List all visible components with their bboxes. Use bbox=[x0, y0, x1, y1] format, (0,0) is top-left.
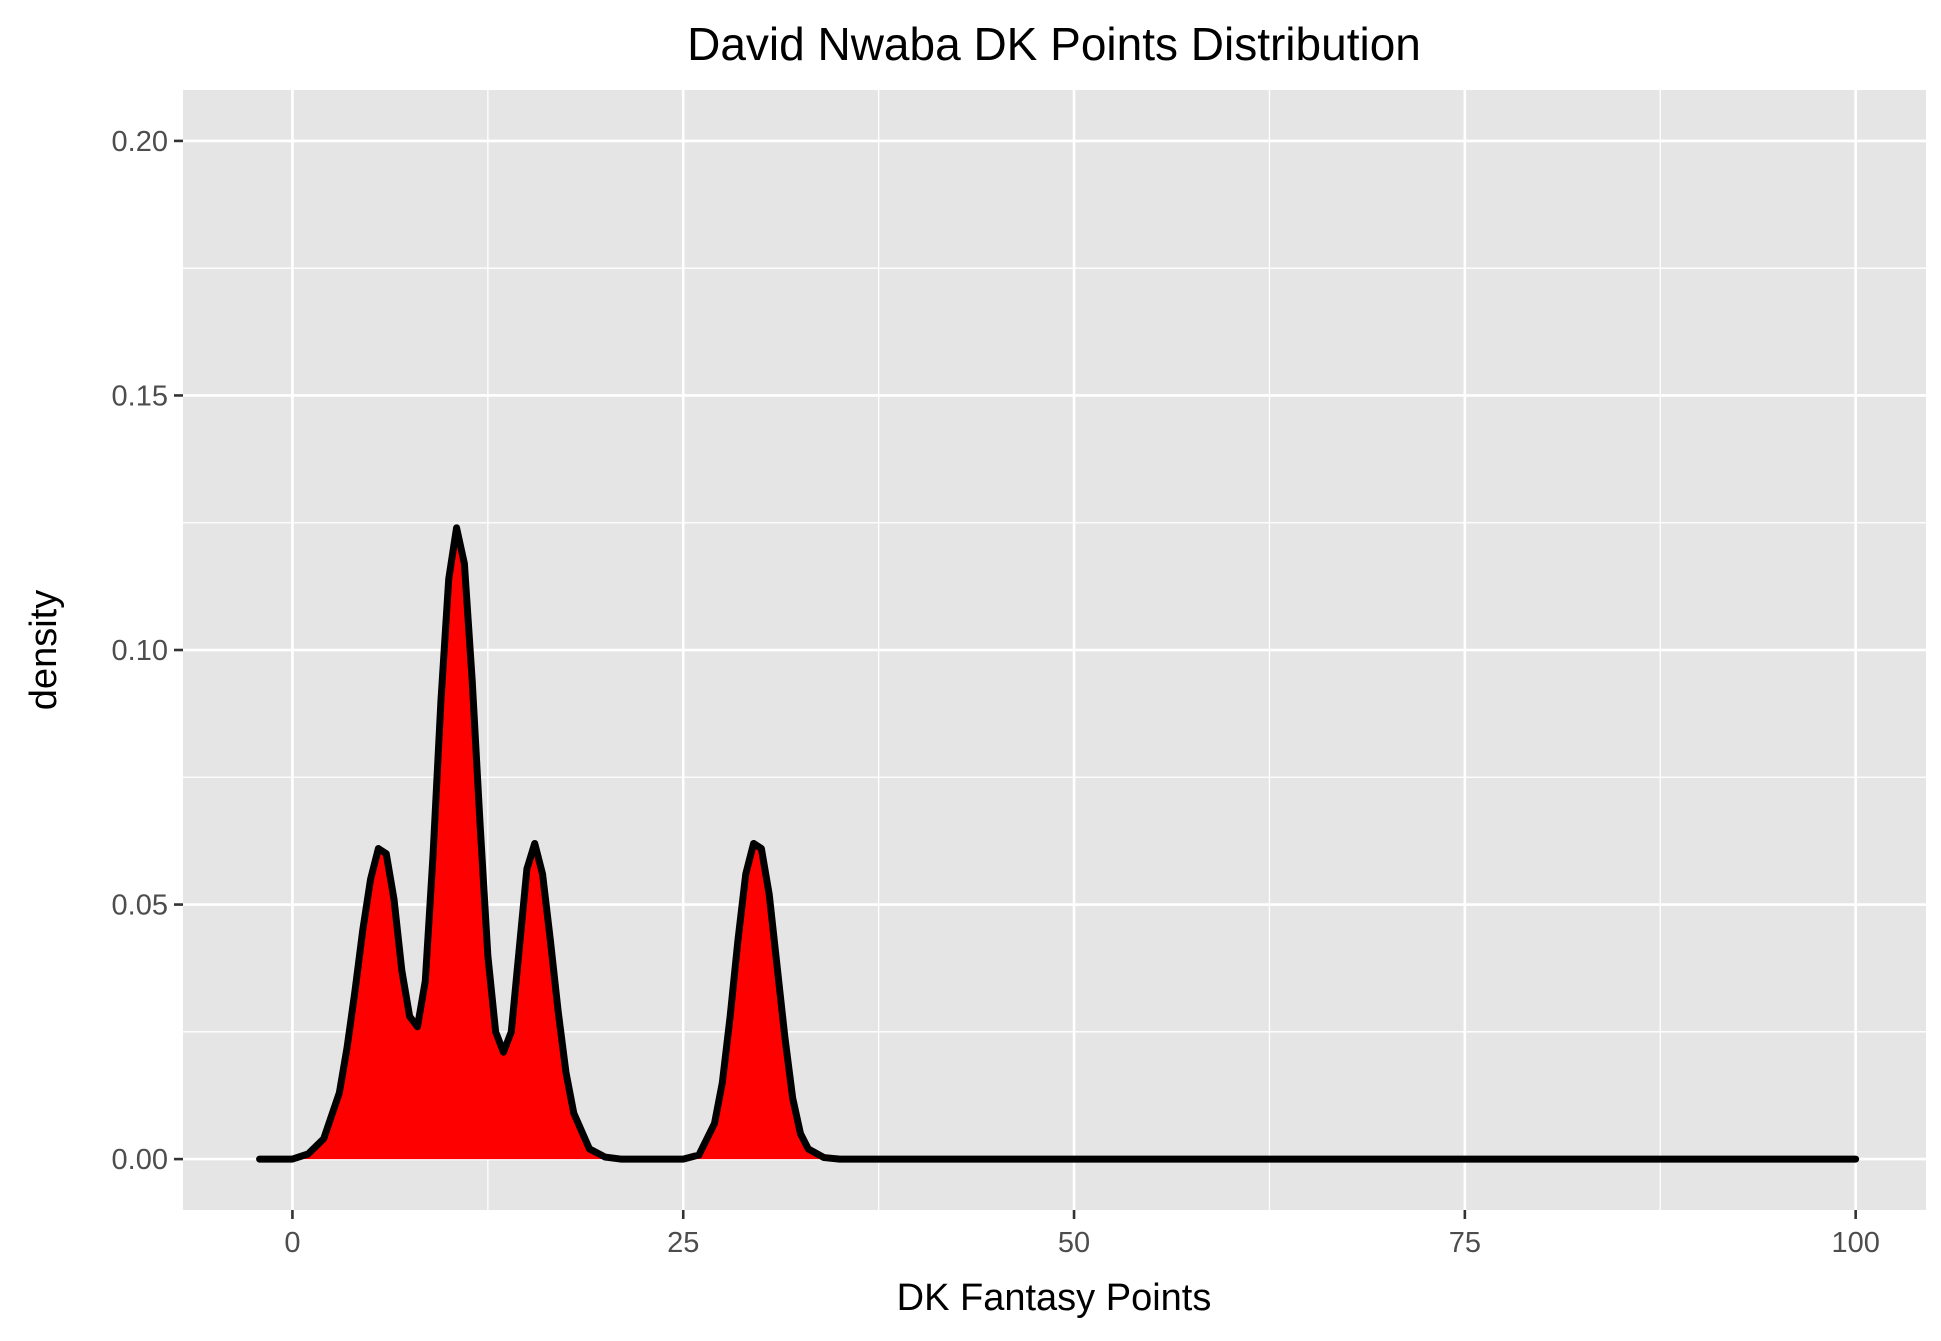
x-tick-label: 25 bbox=[667, 1227, 699, 1259]
y-tick-label: 0.15 bbox=[112, 380, 168, 412]
x-axis-label: DK Fantasy Points bbox=[897, 1277, 1212, 1319]
y-tick-label: 0.10 bbox=[112, 635, 168, 667]
y-tick-label: 0.20 bbox=[112, 126, 168, 158]
density-area-fill bbox=[259, 527, 1856, 1160]
density-curve-line bbox=[256, 524, 1860, 1163]
y-tick-label: 0.00 bbox=[112, 1144, 168, 1176]
x-tick-label: 50 bbox=[1058, 1227, 1090, 1259]
x-tick-label: 0 bbox=[284, 1227, 300, 1259]
x-tick-label: 100 bbox=[1831, 1227, 1879, 1259]
x-tick-label: 75 bbox=[1449, 1227, 1481, 1259]
x-axis: 0 25 50 75 100 bbox=[284, 1210, 1880, 1259]
y-axis: 0.00 0.05 0.10 0.15 0.20 bbox=[112, 126, 183, 1176]
chart-title: David Nwaba DK Points Distribution bbox=[687, 18, 1421, 70]
y-axis-label: density bbox=[23, 590, 65, 710]
y-tick-label: 0.05 bbox=[112, 890, 168, 922]
